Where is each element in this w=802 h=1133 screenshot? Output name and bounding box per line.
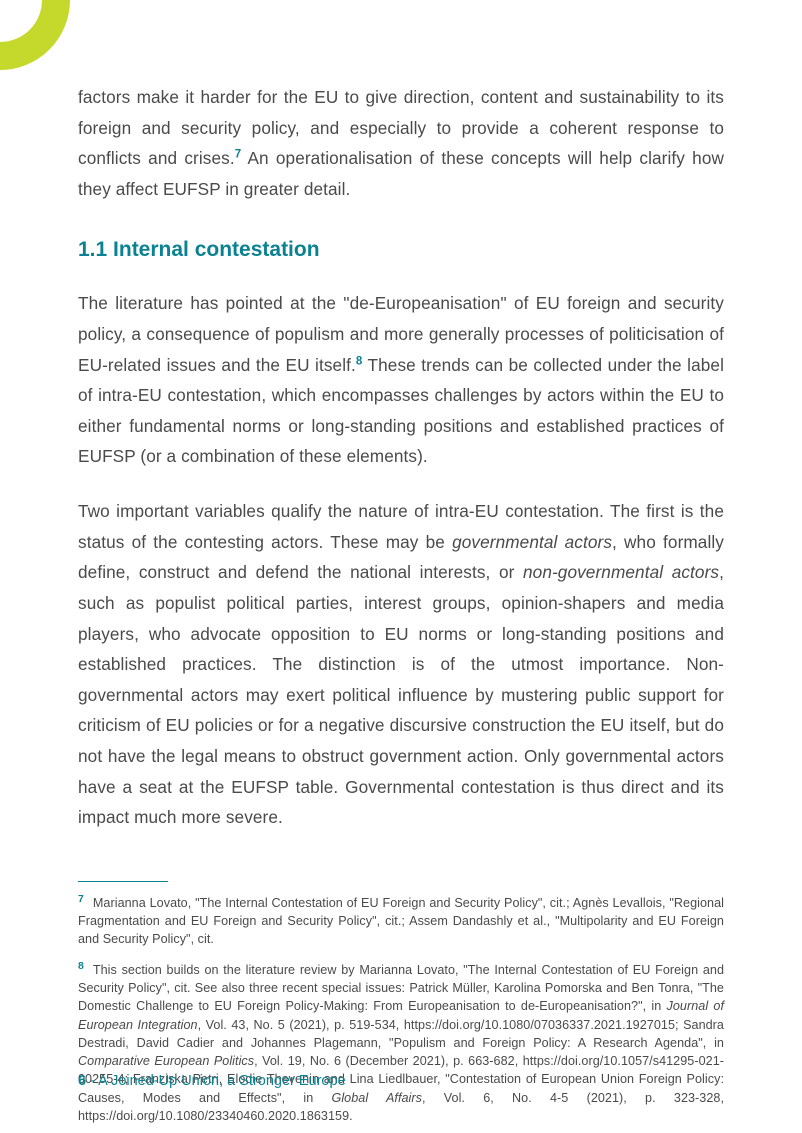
footnote-marker-8: 8 [78, 960, 84, 972]
section-heading-1-1: 1.1 Internal contestation [78, 238, 724, 262]
term-non-governmental-actors: non-governmental actors [523, 562, 719, 582]
para3-part-c: , such as populist political parties, in… [78, 562, 724, 827]
footnote-8-part-a: This section builds on the literature re… [78, 963, 724, 1014]
footer-title: A Joined-Up Union, a Stronger Europe [98, 1073, 345, 1089]
document-page: factors make it harder for the EU to giv… [0, 0, 802, 1133]
journal-global-affairs: Global Affairs [331, 1091, 422, 1105]
page-number: 6 [78, 1073, 86, 1089]
footnote-7-text: Marianna Lovato, "The Internal Contestat… [78, 896, 724, 947]
footnotes-separator [78, 881, 168, 882]
footnote-7: 7Marianna Lovato, "The Internal Contesta… [78, 892, 724, 949]
footnote-8: 8This section builds on the literature r… [78, 959, 724, 1125]
paragraph-spacer [78, 472, 724, 496]
journal-comparative-european-politics: Comparative European Politics [78, 1054, 254, 1068]
footnote-marker-7: 7 [78, 893, 84, 905]
paragraph-2: The literature has pointed at the "de-Eu… [78, 288, 724, 472]
paragraph-3: Two important variables qualify the natu… [78, 496, 724, 833]
footer-separator: - [86, 1073, 98, 1089]
term-governmental-actors: governmental actors [452, 532, 612, 552]
content-area: factors make it harder for the EU to giv… [78, 82, 724, 1133]
paragraph-intro: factors make it harder for the EU to giv… [78, 82, 724, 204]
corner-accent-shape [0, 0, 70, 70]
page-footer: 6 - A Joined-Up Union, a Stronger Europe [78, 1073, 346, 1089]
